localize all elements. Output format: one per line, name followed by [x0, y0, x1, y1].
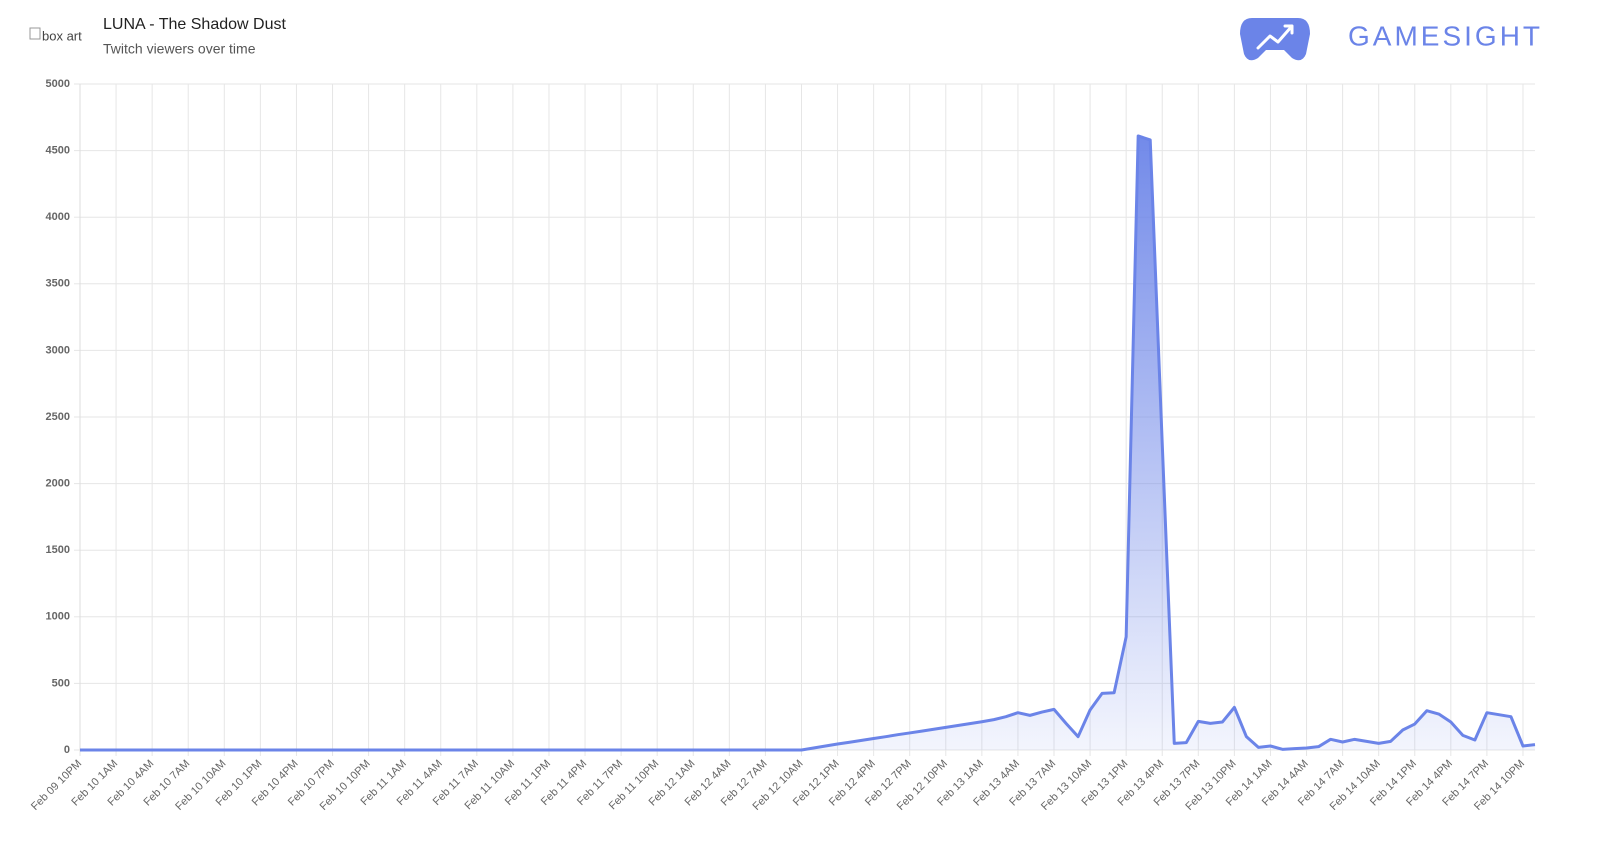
chart-subtitle: Twitch viewers over time [103, 41, 256, 57]
chart-title: LUNA - The Shadow Dust [103, 16, 286, 33]
y-tick-label: 5000 [46, 78, 70, 90]
brand-name: GAMESIGHT [1348, 20, 1543, 51]
y-tick-label: 1500 [46, 544, 70, 556]
image-alt: box art [42, 28, 82, 43]
y-tick-label: 2000 [46, 478, 70, 490]
logo: GAMESIGHT [1240, 18, 1543, 61]
y-tick-label: 3500 [46, 278, 70, 290]
series-line [80, 134, 1536, 752]
y-tick-label: 4500 [46, 145, 70, 157]
y-tick-label: 0 [64, 744, 70, 756]
logo-arrow [1256, 24, 1294, 50]
area-fill [80, 135, 1535, 750]
y-tick-label: 4000 [46, 211, 70, 223]
plot: 0 500 1000 1500 2000 2500 3000 3500 4000 4500 5000… [29, 78, 1536, 813]
broken-image-icon [29, 27, 41, 40]
y-tick-label: 3000 [46, 344, 70, 356]
y-tick-label: 1000 [46, 611, 70, 623]
y-tick-label: 2500 [46, 411, 70, 423]
y-tick-label: 500 [52, 677, 70, 689]
box-art: box art [29, 27, 82, 43]
